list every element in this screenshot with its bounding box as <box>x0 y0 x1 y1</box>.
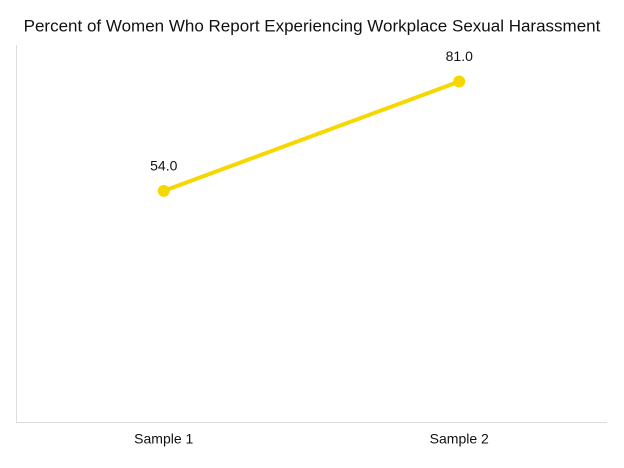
value-label: 54.0 <box>150 158 177 174</box>
point <box>453 75 466 88</box>
x-tick-label: Sample 2 <box>430 431 489 447</box>
x-tick-label: Sample 1 <box>134 431 193 447</box>
point <box>157 184 170 197</box>
chart-title: Percent of Women Who Report Experiencing… <box>24 16 601 35</box>
line <box>163 79 460 193</box>
value-label: 81.0 <box>446 48 473 64</box>
